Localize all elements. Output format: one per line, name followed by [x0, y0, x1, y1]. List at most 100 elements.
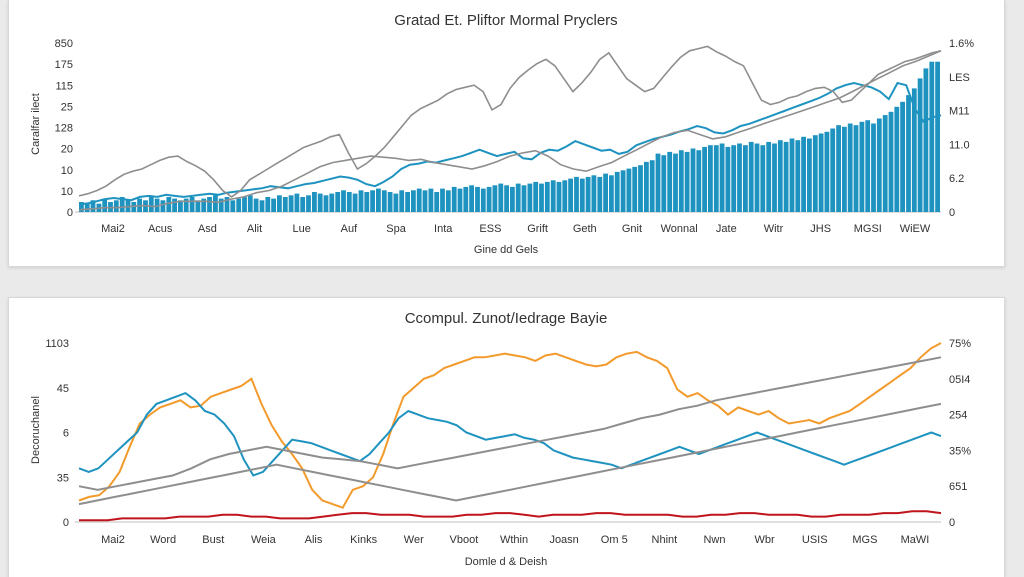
bar [317, 193, 323, 212]
x-tick-label: Alit [247, 223, 262, 235]
x-tick-label: Gnit [622, 223, 642, 235]
y-tick-label: 0 [949, 517, 955, 529]
y-tick-label: 0 [949, 207, 955, 219]
bar [859, 121, 865, 212]
bar [306, 195, 311, 212]
bar [451, 186, 457, 212]
y-axis-label: Decoruchanel [30, 396, 42, 464]
bar [277, 195, 282, 212]
y-tick-label: 115 [55, 80, 73, 92]
bar [574, 176, 579, 212]
x-tick-label: MGSI [854, 223, 882, 235]
bar [783, 141, 789, 212]
bar [102, 198, 108, 212]
bar [411, 190, 416, 212]
bar [923, 68, 929, 213]
bar [597, 176, 603, 212]
bar [445, 190, 451, 212]
bar-series [79, 61, 940, 213]
bar [440, 188, 445, 212]
y-ticks-left: 850 175 115 25 128 20 10 10 0 [55, 38, 73, 219]
bar [911, 88, 917, 212]
y-tick-label: 75% [949, 338, 971, 350]
bar [393, 193, 399, 212]
top-chart: Gratad Et. Pliftor Mormal Pryclers Caral… [30, 12, 974, 256]
y-ticks-left: 1103 45 6 35 0 [45, 338, 69, 529]
bar [632, 166, 638, 212]
bar [702, 146, 707, 212]
y-tick-label: LES [949, 72, 970, 84]
y-tick-label: 254 [949, 410, 967, 422]
chart-title: Gratad Et. Pliftor Mormal Pryclers [394, 12, 617, 29]
y-tick-label: 0 [67, 207, 73, 219]
bar [609, 175, 614, 212]
bar [690, 148, 696, 212]
bar [644, 161, 649, 212]
bar [376, 188, 381, 212]
bar [719, 143, 725, 212]
bar [649, 160, 655, 212]
bar [865, 120, 871, 212]
bar [737, 143, 742, 212]
y-tick-label: 20 [61, 144, 73, 156]
bar [370, 190, 375, 212]
bar [801, 136, 806, 212]
bar [79, 202, 84, 212]
bar [312, 192, 317, 212]
x-axis-label: Domle d & Deish [465, 556, 548, 568]
bar [772, 143, 777, 212]
x-tick-label: JHS [810, 223, 831, 235]
bar [510, 186, 515, 212]
x-tick-label: Vboot [450, 534, 479, 546]
bar [539, 183, 544, 212]
x-tick-label: Geth [573, 223, 597, 235]
y-tick-label: 175 [55, 59, 73, 71]
bar [148, 197, 154, 212]
y-tick-label: 1103 [45, 338, 69, 350]
bar [667, 151, 673, 212]
line-series [78, 342, 942, 522]
bar [812, 135, 818, 212]
x-tick-label: Auf [341, 223, 358, 235]
bar [422, 190, 428, 212]
bar [335, 192, 341, 212]
bar [242, 197, 247, 212]
bar [900, 101, 905, 212]
bar [323, 195, 329, 212]
bar [807, 138, 812, 212]
bar [766, 141, 772, 212]
x-tick-label: Om 5 [601, 534, 628, 546]
y-tick-label: 35 [57, 472, 69, 484]
bar [247, 195, 253, 212]
x-tick-label: MGS [852, 534, 877, 546]
series-line-gray2 [78, 402, 942, 506]
bar [253, 198, 259, 212]
x-tick-label: ESS [479, 223, 501, 235]
x-tick-label: Witr [764, 223, 784, 235]
bar [830, 128, 836, 212]
bar [824, 131, 830, 212]
x-axis-label: Gine dd Gels [474, 244, 539, 256]
bar [504, 185, 509, 212]
x-tick-label: Wbr [755, 534, 776, 546]
bar [626, 168, 632, 212]
bar [189, 197, 195, 212]
bar [743, 145, 748, 212]
bar [673, 153, 678, 213]
bar [201, 198, 207, 212]
bar [836, 125, 841, 212]
bar [760, 145, 766, 212]
bar [84, 203, 90, 212]
bar [399, 190, 405, 212]
bar [708, 145, 713, 212]
bar [498, 183, 504, 212]
bar [288, 195, 294, 212]
bar [230, 200, 236, 212]
x-tick-label: Nhint [652, 534, 678, 546]
bar [818, 133, 824, 212]
y-ticks-right: 1.6% LES M11 11.0 6.2 0 [949, 38, 974, 219]
y-axis-label: Caralfar ilect [30, 93, 42, 155]
bar [713, 145, 719, 212]
chart-title: Ccompul. Zunot/Iedrage Bayie [405, 310, 608, 327]
bar [917, 78, 923, 213]
